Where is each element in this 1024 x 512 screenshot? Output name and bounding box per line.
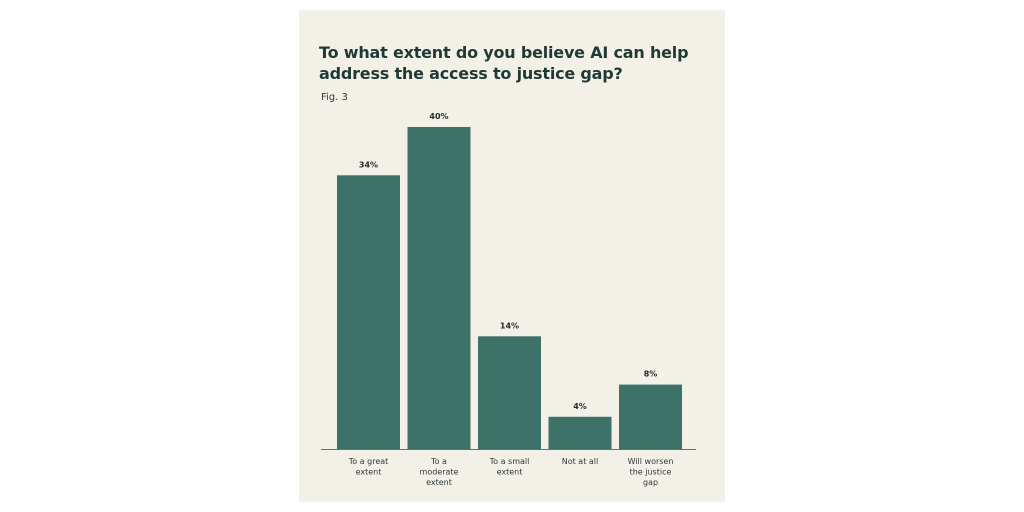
bar-1 <box>407 127 471 449</box>
value-label-1: 40% <box>429 112 448 121</box>
figure-label: Fig. 3 <box>321 92 348 103</box>
category-label-4-line-1: the justice <box>630 468 672 477</box>
category-label-3-line-0: Not at all <box>562 457 599 466</box>
value-label-3: 4% <box>573 402 587 411</box>
chart-card: To what extent do you believe AI can hel… <box>299 10 725 502</box>
chart-title: To what extent do you believe AI can hel… <box>319 43 689 83</box>
category-label-4-line-2: gap <box>643 478 658 487</box>
category-label-2-line-1: extent <box>497 468 523 477</box>
category-label-1-line-0: To a <box>430 457 447 466</box>
value-label-0: 34% <box>359 160 378 169</box>
category-label-0-line-0: To a great <box>348 457 389 466</box>
category-label-1-line-1: moderate <box>420 468 459 477</box>
category-label-4-line-0: Will worsen <box>628 457 674 466</box>
value-label-2: 14% <box>500 321 519 330</box>
bar-3 <box>548 416 612 449</box>
value-label-4: 8% <box>644 370 658 379</box>
bar-2 <box>478 336 541 449</box>
category-label-1-line-2: extent <box>426 478 452 487</box>
category-label-2-line-0: To a small <box>489 457 530 466</box>
bar-0 <box>337 175 400 450</box>
bar-4 <box>619 384 682 449</box>
category-label-0-line-1: extent <box>356 468 382 477</box>
